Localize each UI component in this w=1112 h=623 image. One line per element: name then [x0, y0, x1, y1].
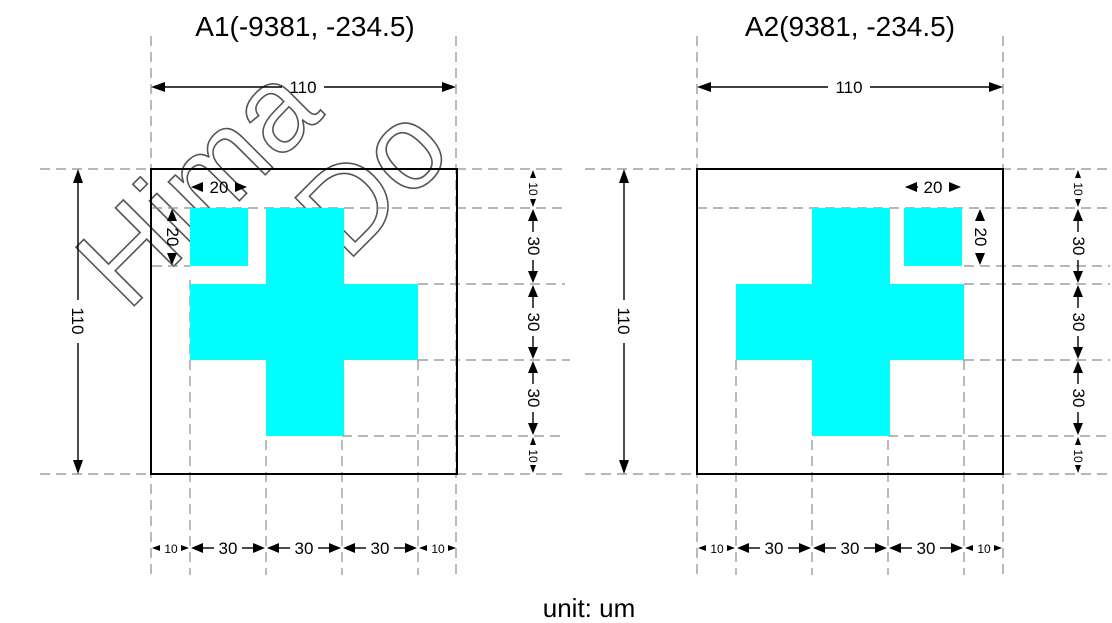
square-height-label: 20 [971, 228, 990, 247]
mark-a2: A2(9381, -234.5) 110 [585, 11, 1110, 575]
height-label: 110 [68, 307, 87, 334]
right-dim-3: 30 [524, 313, 543, 332]
bottom-dim-3: 30 [295, 539, 314, 558]
guide-lines [40, 36, 570, 575]
square-height-dimension: 20 [971, 209, 990, 265]
square-height-label: 20 [163, 228, 182, 247]
right-dim-4: 30 [524, 389, 543, 408]
right-dim-3: 30 [1069, 313, 1088, 332]
right-dim-5: 10 [1071, 449, 1085, 463]
mark-title: A2(9381, -234.5) [745, 11, 955, 42]
bottom-dim-5: 10 [431, 542, 445, 556]
right-dim-4: 30 [1069, 389, 1088, 408]
right-dim-5: 10 [526, 449, 540, 463]
bottom-dimension-chain: 10 30 30 30 10 [152, 539, 456, 558]
width-label: 110 [289, 78, 316, 97]
bottom-dim-3: 30 [841, 539, 860, 558]
mark-title: A1(-9381, -234.5) [195, 11, 414, 42]
square-height-dimension: 20 [163, 209, 182, 265]
square-width-dimension: 20 [191, 178, 247, 197]
square-width-dimension: 20 [905, 178, 961, 197]
width-label: 110 [835, 78, 862, 97]
height-label: 110 [614, 307, 633, 334]
right-dim-1: 10 [1071, 182, 1085, 196]
bottom-dim-1: 10 [710, 542, 724, 556]
bottom-dim-5: 10 [977, 542, 991, 556]
bottom-dimension-chain: 10 30 30 30 10 [698, 539, 1002, 558]
bottom-dim-4: 30 [371, 539, 390, 558]
height-dimension: 110 [68, 169, 87, 474]
mark-frame [150, 168, 458, 475]
right-dimension-chain: 10 30 30 30 10 [524, 170, 543, 473]
unit-label: unit: um [543, 593, 636, 623]
width-dimension: 110 [697, 78, 1003, 97]
bottom-dim-1: 10 [164, 542, 178, 556]
right-dim-2: 30 [524, 237, 543, 256]
square-width-label: 20 [210, 178, 229, 197]
cross-shape [190, 208, 418, 436]
bottom-dim-2: 30 [765, 539, 784, 558]
width-dimension: 110 [151, 78, 456, 97]
right-dim-1: 10 [526, 182, 540, 196]
small-square [190, 208, 248, 266]
square-width-label: 20 [924, 178, 943, 197]
right-dimension-chain: 10 30 30 30 10 [1069, 170, 1088, 473]
mark-frame [696, 168, 1004, 475]
bottom-dim-4: 30 [917, 539, 936, 558]
bottom-dim-2: 30 [219, 539, 238, 558]
cross-shape [736, 208, 964, 436]
small-square [904, 208, 962, 266]
height-dimension: 110 [614, 169, 633, 474]
right-dim-2: 30 [1069, 237, 1088, 256]
mark-a1: A1(-9381, -234.5) 110 [40, 11, 570, 575]
